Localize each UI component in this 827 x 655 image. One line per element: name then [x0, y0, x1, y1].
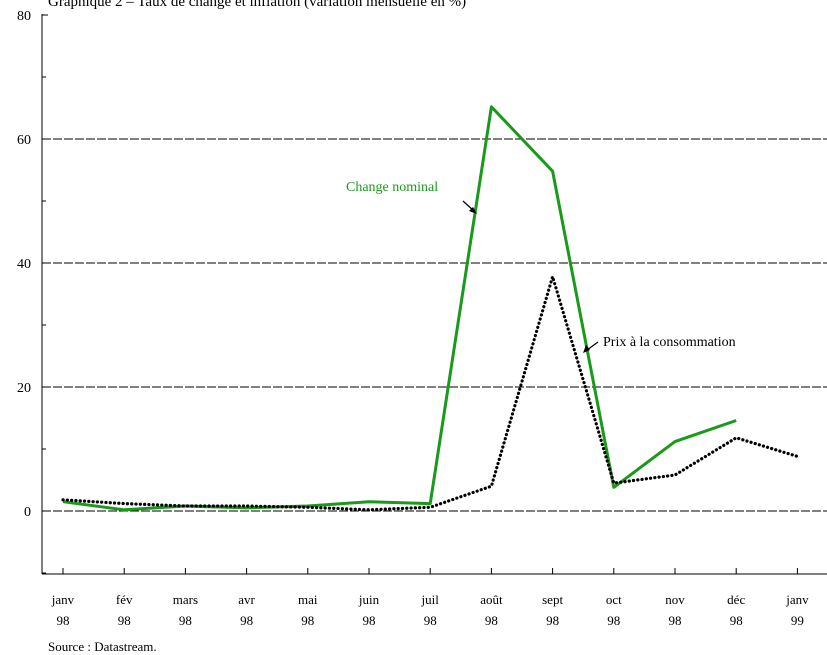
x-tick-label-month: juin — [358, 592, 380, 607]
x-tick-label-month: janv — [785, 592, 809, 607]
x-tick-label-year: 98 — [179, 613, 192, 628]
x-tick-label-year: 98 — [363, 613, 376, 628]
x-tick-label-year: 98 — [118, 613, 131, 628]
gridlines — [42, 138, 827, 512]
x-tick-label-month: oct — [606, 592, 622, 607]
x-tick-label-year: 99 — [791, 613, 804, 628]
x-tick-label-year: 98 — [485, 613, 498, 628]
x-tick-label-month: avr — [238, 592, 255, 607]
annotations: Change nominal Prix à la consommation — [346, 180, 736, 353]
x-tick-label-month: août — [480, 592, 503, 607]
y-tick-label: 60 — [17, 133, 31, 148]
x-tick-label-year: 98 — [57, 613, 70, 628]
y-tick-label: 80 — [17, 9, 31, 24]
x-tick-label-month: sept — [542, 592, 563, 607]
x-tick-label-month: mars — [173, 592, 198, 607]
x-tick-label-year: 98 — [301, 613, 314, 628]
series-line-prix-consommation — [61, 275, 799, 512]
y-tick-label: 20 — [17, 381, 31, 396]
y-tick-label: 0 — [24, 505, 31, 520]
series-label-prix-consommation: Prix à la consommation — [603, 335, 736, 350]
arrowhead-prix-consommation — [583, 345, 590, 353]
x-tick-label-year: 98 — [240, 613, 253, 628]
axes: 0 20 40 60 80 janv 98 fév 98 mars 98 avr 98 mai 98 juin… — [17, 9, 827, 628]
x-tick-label-month: déc — [727, 592, 745, 607]
x-tick-label-month: nov — [665, 592, 685, 607]
series-line-change-nominal — [62, 105, 737, 512]
x-tick-label-month: fév — [116, 592, 133, 607]
x-tick-label-year: 98 — [669, 613, 682, 628]
series-lines — [61, 105, 799, 512]
source-note: Source : Datastream. — [48, 639, 157, 654]
x-tick-label-year: 98 — [424, 613, 437, 628]
x-tick-label-year: 98 — [546, 613, 559, 628]
arrowhead-change-nominal — [469, 207, 477, 214]
x-tick-label-month: janv — [51, 592, 75, 607]
x-tick-label-year: 98 — [730, 613, 743, 628]
chart-title: Graphique 2 – Taux de change et inflatio… — [48, 0, 467, 10]
x-tick-label-month: juil — [421, 592, 440, 607]
y-tick-label: 40 — [17, 257, 31, 272]
series-label-change-nominal: Change nominal — [346, 180, 438, 195]
x-tick-label-year: 98 — [607, 613, 620, 628]
x-tick-label-month: mai — [298, 592, 318, 607]
